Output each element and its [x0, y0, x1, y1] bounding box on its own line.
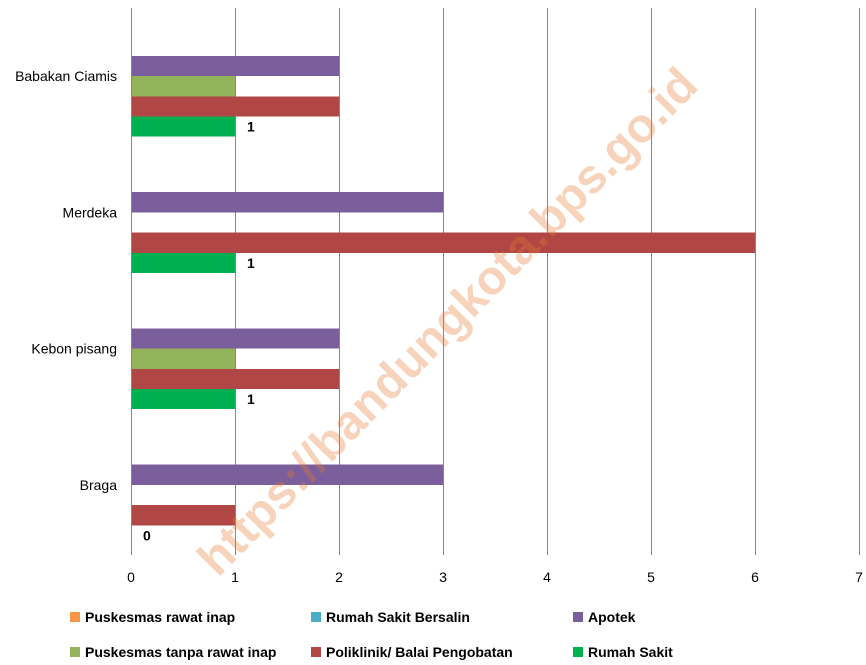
legend-label-puskesmas-rawat-inap: Puskesmas rawat inap [85, 609, 235, 625]
legend-item-puskesmas-tanpa-rawat-inap: Puskesmas tanpa rawat inap [70, 644, 276, 660]
legend-swatch-puskesmas-tanpa-rawat-inap [70, 647, 80, 657]
x-tick-label-6: 6 [751, 569, 759, 585]
bar-poliklinik-balai-pengobatan-merdeka [132, 232, 755, 253]
data-label-rumah-sakit-kebon-pisang: 1 [247, 391, 255, 407]
bar-puskesmas-tanpa-rawat-inap-kebon-pisang [132, 348, 235, 369]
bar-rumah-sakit-babakan-ciamis [132, 116, 235, 137]
legend-item-puskesmas-rawat-inap: Puskesmas rawat inap [70, 609, 235, 625]
x-tick-label-4: 4 [543, 569, 551, 585]
legend-label-poliklinik-balai-pengobatan: Poliklinik/ Balai Pengobatan [326, 644, 513, 660]
bar-apotek-babakan-ciamis [132, 55, 339, 77]
category-label-kebon-pisang: Kebon pisang [31, 341, 117, 357]
legend-label-puskesmas-tanpa-rawat-inap: Puskesmas tanpa rawat inap [85, 644, 276, 660]
legend-item-poliklinik-balai-pengobatan: Poliklinik/ Balai Pengobatan [311, 644, 513, 660]
legend-swatch-poliklinik-balai-pengobatan [311, 647, 321, 657]
bar-poliklinik-balai-pengobatan-babakan-ciamis [132, 96, 339, 117]
legend: Puskesmas rawat inap Rumah Sakit Bersalin… [70, 609, 673, 660]
category-axis: Babakan Ciamis Merdeka Kebon pisang Braga [15, 68, 117, 493]
data-label-rumah-sakit-merdeka: 1 [247, 255, 255, 271]
legend-swatch-puskesmas-rawat-inap [70, 612, 80, 622]
legend-item-rumah-sakit-bersalin: Rumah Sakit Bersalin [311, 609, 470, 625]
bar-rumah-sakit-merdeka [132, 252, 235, 273]
x-tick-label-1: 1 [231, 569, 239, 585]
bars [132, 55, 755, 526]
x-tick-label-7: 7 [855, 569, 863, 585]
bar-apotek-merdeka [132, 192, 443, 213]
x-tick-label-2: 2 [335, 569, 343, 585]
legend-label-rumah-sakit-bersalin: Rumah Sakit Bersalin [326, 609, 470, 625]
legend-label-apotek: Apotek [588, 609, 636, 625]
data-label-rumah-sakit-braga: 0 [143, 527, 151, 543]
bar-rumah-sakit-kebon-pisang [132, 389, 235, 410]
data-labels: 1 1 1 0 [143, 119, 255, 544]
value-axis: 0 1 2 3 4 5 6 7 [127, 569, 863, 585]
legend-item-rumah-sakit: Rumah Sakit [573, 644, 673, 660]
x-tick-label-0: 0 [127, 569, 135, 585]
legend-swatch-apotek [573, 612, 583, 622]
watermark-text: https://bandungkota.bps.go.id [188, 58, 708, 586]
bar-apotek-kebon-pisang [132, 328, 339, 349]
legend-label-rumah-sakit: Rumah Sakit [588, 644, 673, 660]
category-label-babakan-ciamis: Babakan Ciamis [15, 68, 117, 84]
legend-item-apotek: Apotek [573, 609, 636, 625]
legend-swatch-rumah-sakit [573, 647, 583, 657]
x-tick-label-5: 5 [647, 569, 655, 585]
legend-swatch-rumah-sakit-bersalin [311, 612, 321, 622]
bar-poliklinik-balai-pengobatan-kebon-pisang [132, 368, 339, 390]
bar-apotek-braga [132, 464, 443, 485]
category-label-braga: Braga [80, 477, 118, 493]
bar-poliklinik-balai-pengobatan-braga [132, 505, 235, 526]
bar-puskesmas-tanpa-rawat-inap-babakan-ciamis [132, 76, 235, 97]
x-tick-label-3: 3 [439, 569, 447, 585]
category-label-merdeka: Merdeka [63, 204, 118, 220]
data-label-rumah-sakit-babakan-ciamis: 1 [247, 119, 255, 135]
